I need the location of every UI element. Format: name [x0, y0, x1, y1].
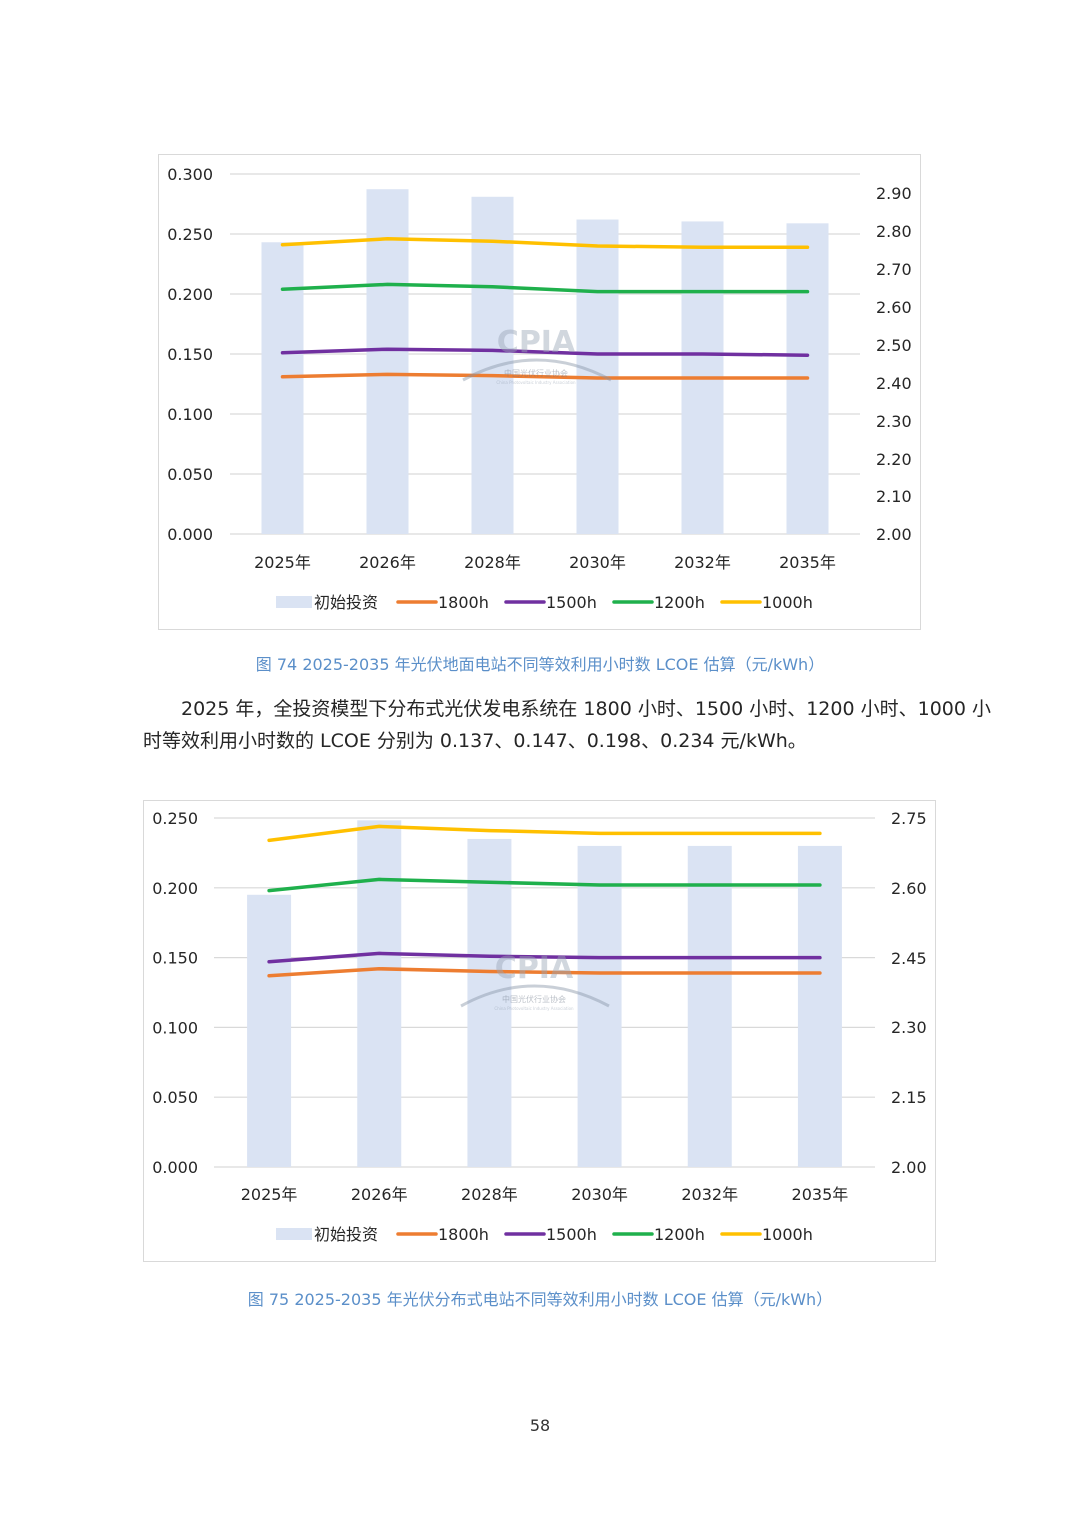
- legend-label: 1500h: [546, 593, 597, 612]
- left-axis-tick-label: 0.200: [152, 879, 198, 898]
- category-label: 2035年: [792, 1185, 849, 1204]
- legend-swatch-bar: [276, 596, 312, 608]
- left-axis-tick-label: 0.150: [167, 345, 213, 364]
- right-axis-tick-label: 2.00: [876, 525, 912, 544]
- bar-initial-investment: [247, 894, 292, 1167]
- category-label: 2030年: [569, 553, 626, 572]
- legend-label: 1000h: [762, 593, 813, 612]
- category-label: 2032年: [674, 553, 731, 572]
- line-series-1800h: [267, 967, 822, 978]
- paragraph-line-2: 时等效利用小时数的 LCOE 分别为 0.137、0.147、0.198、0.2…: [143, 730, 807, 752]
- bar-initial-investment: [471, 196, 514, 535]
- left-axis-tick-label: 0.300: [167, 165, 213, 184]
- left-axis-tick-label: 0.050: [152, 1088, 198, 1107]
- left-axis-tick-label: 0.000: [152, 1158, 198, 1177]
- line-series-1000h: [280, 237, 810, 249]
- category-label: 2028年: [461, 1185, 518, 1204]
- category-label: 2028年: [464, 553, 521, 572]
- category-label: 2026年: [351, 1185, 408, 1204]
- right-axis-tick-label: 2.70: [876, 260, 912, 279]
- left-axis-tick-label: 0.200: [167, 285, 213, 304]
- line-series-1500h: [267, 951, 822, 964]
- bar-initial-investment: [577, 845, 622, 1167]
- left-axis-tick-label: 0.250: [152, 809, 198, 828]
- left-axis-tick-label: 0.100: [152, 1018, 198, 1037]
- right-axis-tick-label: 2.75: [891, 809, 927, 828]
- legend-label: 初始投资: [314, 1225, 378, 1244]
- bar-initial-investment: [687, 845, 732, 1167]
- left-axis-tick-label: 0.150: [152, 949, 198, 968]
- legend-label: 1200h: [654, 1225, 705, 1244]
- figure-75-caption: 图 75 2025-2035 年光伏分布式电站不同等效利用小时数 LCOE 估算…: [247, 1290, 833, 1309]
- left-axis-tick-label: 0.000: [167, 525, 213, 544]
- line-series-1000h: [267, 824, 822, 843]
- category-label: 2035年: [779, 553, 836, 572]
- right-axis-tick-label: 2.90: [876, 184, 912, 203]
- legend-label: 1800h: [438, 1225, 489, 1244]
- legend-label: 1200h: [654, 593, 705, 612]
- left-axis-tick-label: 0.100: [167, 405, 213, 424]
- left-axis-tick-label: 0.050: [167, 465, 213, 484]
- right-axis-tick-label: 2.40: [876, 374, 912, 393]
- line-series-1200h: [267, 877, 822, 893]
- category-label: 2025年: [254, 553, 311, 572]
- bar-initial-investment: [366, 189, 409, 534]
- right-axis-tick-label: 2.50: [876, 336, 912, 355]
- right-axis-tick-label: 2.60: [891, 879, 927, 898]
- paragraph-line-1: 2025 年，全投资模型下分布式光伏发电系统在 1800 小时、1500 小时、…: [181, 698, 992, 720]
- bar-initial-investment: [797, 845, 842, 1167]
- right-axis-tick-label: 2.60: [876, 298, 912, 317]
- right-axis-tick-label: 2.80: [876, 222, 912, 241]
- line-series-1800h: [280, 372, 810, 380]
- category-label: 2025年: [241, 1185, 298, 1204]
- category-label: 2030年: [571, 1185, 628, 1204]
- left-axis-tick-label: 0.250: [167, 225, 213, 244]
- right-axis-tick-label: 2.30: [891, 1018, 927, 1037]
- right-axis-tick-label: 2.15: [891, 1088, 927, 1107]
- line-series-1500h: [280, 347, 810, 357]
- legend-swatch-bar: [276, 1228, 312, 1240]
- category-label: 2032年: [681, 1185, 738, 1204]
- bar-initial-investment: [357, 820, 402, 1167]
- legend-label: 初始投资: [314, 593, 378, 612]
- right-axis-tick-label: 2.10: [876, 487, 912, 506]
- legend-label: 1500h: [546, 1225, 597, 1244]
- line-series-1200h: [280, 282, 810, 294]
- right-axis-tick-label: 2.00: [891, 1158, 927, 1177]
- category-label: 2026年: [359, 553, 416, 572]
- legend-label: 1000h: [762, 1225, 813, 1244]
- right-axis-tick-label: 2.45: [891, 949, 927, 968]
- page-number: 58: [529, 1416, 551, 1435]
- bar-initial-investment: [467, 838, 512, 1167]
- right-axis-tick-label: 2.20: [876, 450, 912, 469]
- legend-label: 1800h: [438, 593, 489, 612]
- right-axis-tick-label: 2.30: [876, 412, 912, 431]
- figure-74-caption: 图 74 2025-2035 年光伏地面电站不同等效利用小时数 LCOE 估算（…: [255, 655, 825, 674]
